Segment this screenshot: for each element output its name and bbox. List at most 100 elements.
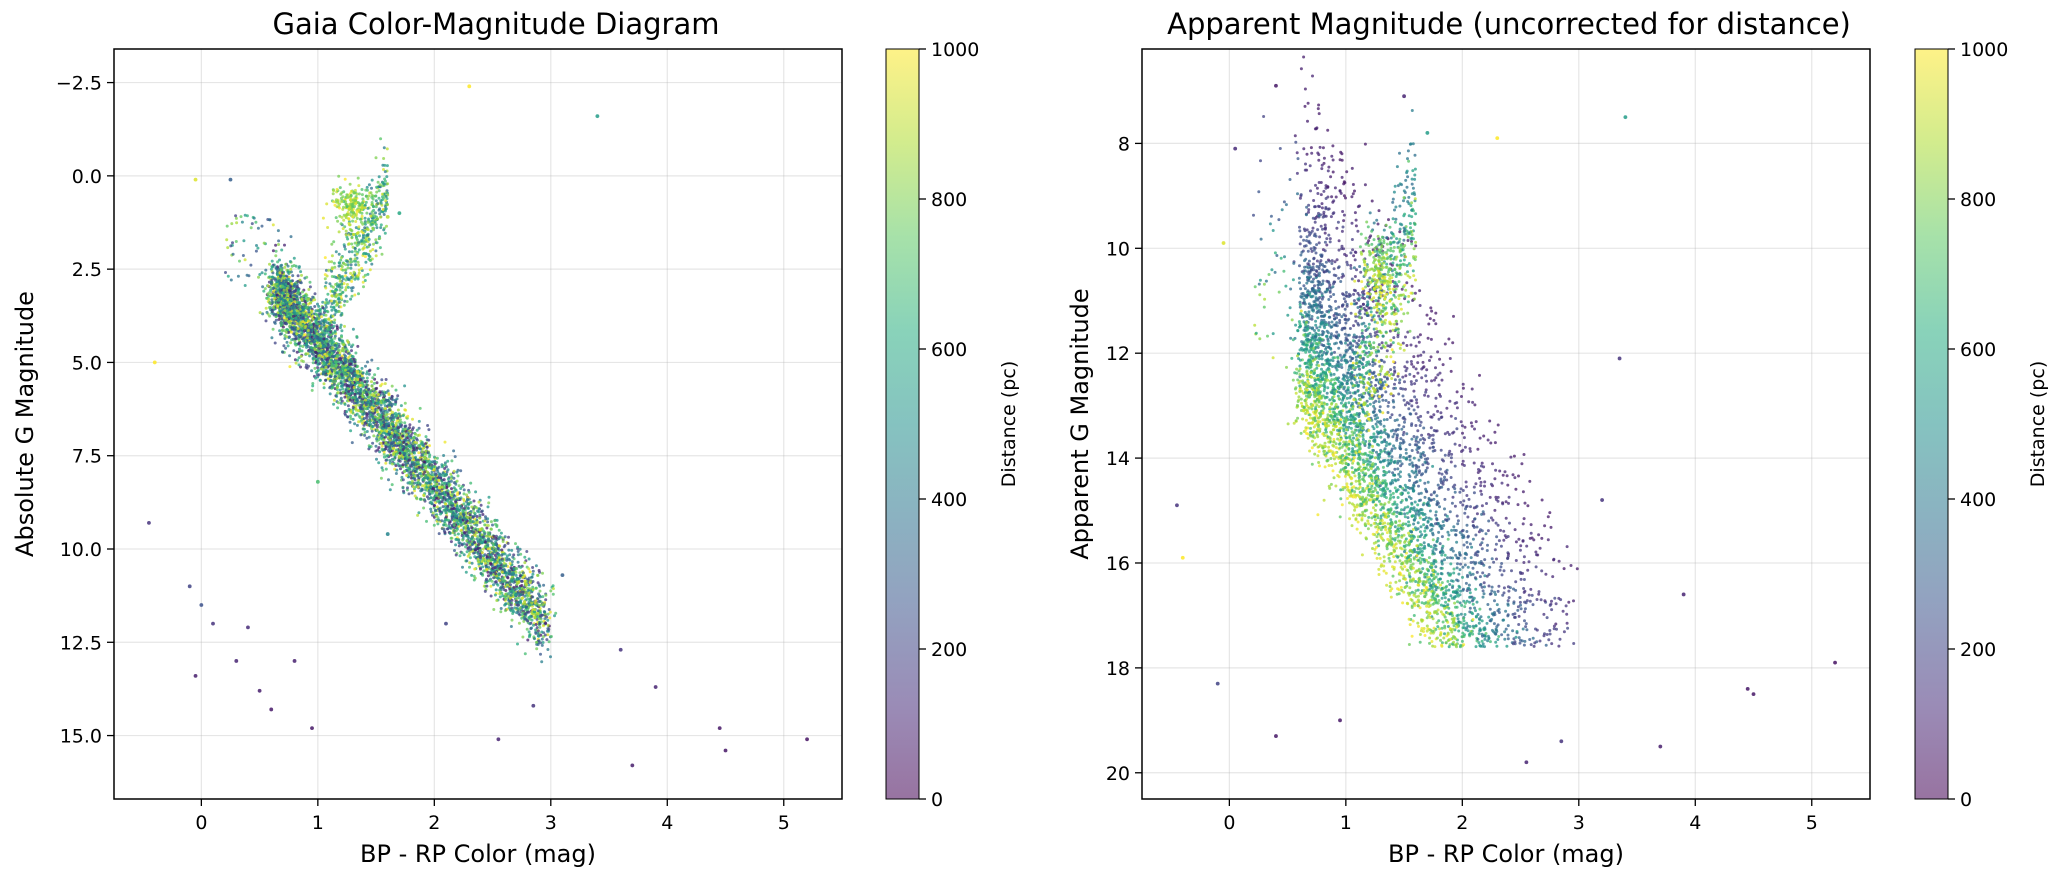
star-point <box>534 623 538 626</box>
star-point <box>414 432 417 436</box>
star-point <box>408 423 412 427</box>
star-point <box>339 360 343 364</box>
star-point <box>511 555 515 559</box>
star-point <box>504 589 508 592</box>
star-point <box>465 539 469 543</box>
star-point <box>462 488 466 492</box>
star-point <box>510 587 514 591</box>
star-point <box>449 479 453 483</box>
star-point <box>297 291 301 295</box>
star-point <box>322 337 326 341</box>
star-point <box>538 584 542 588</box>
star-point <box>443 463 447 467</box>
star-point <box>274 243 278 247</box>
star-point <box>390 483 394 487</box>
star-point <box>336 406 340 410</box>
star-point <box>350 389 354 392</box>
star-point <box>348 420 352 424</box>
star-point <box>344 379 348 383</box>
star-point <box>343 402 347 406</box>
star-point <box>507 548 511 552</box>
star-point <box>403 460 407 464</box>
star-point <box>476 543 480 547</box>
star-point <box>350 441 354 445</box>
star-point <box>321 300 325 304</box>
star-point <box>449 510 453 514</box>
star-point <box>442 523 446 527</box>
star-point <box>444 507 448 511</box>
star-point <box>355 381 359 385</box>
star-point <box>354 404 358 408</box>
star-point <box>518 574 522 578</box>
star-point <box>549 635 553 638</box>
star-point <box>281 350 285 354</box>
star-point <box>489 561 492 565</box>
star-point <box>267 297 271 301</box>
star-point <box>418 406 422 410</box>
star-point <box>294 343 298 347</box>
star-point <box>533 608 537 612</box>
star-point <box>270 336 274 340</box>
star-point <box>283 243 286 247</box>
star-point <box>332 324 336 328</box>
star-point <box>337 357 341 361</box>
star-point <box>505 583 509 587</box>
star-point <box>487 559 491 563</box>
star-point <box>371 387 375 391</box>
star-point <box>432 523 436 527</box>
star-point <box>473 555 477 559</box>
star-point <box>403 451 407 455</box>
star-point <box>429 507 433 511</box>
star-point <box>468 565 471 569</box>
star-point <box>421 453 425 457</box>
star-point <box>547 640 551 644</box>
star-point <box>397 454 401 458</box>
star-point <box>506 541 510 545</box>
star-point <box>406 414 410 418</box>
star-point <box>375 381 379 385</box>
star-point <box>500 548 504 552</box>
star-point <box>398 414 402 418</box>
star-point <box>286 293 290 297</box>
star-point <box>486 574 490 578</box>
star-point <box>549 655 552 659</box>
star-point <box>538 599 542 603</box>
star-point <box>411 455 415 459</box>
star-point <box>393 402 397 406</box>
star-point <box>489 539 493 543</box>
star-point <box>398 422 402 426</box>
star-point <box>371 409 375 413</box>
star-point <box>390 442 393 446</box>
star-point <box>271 249 275 253</box>
star-point <box>363 433 367 437</box>
star-point <box>453 455 457 459</box>
star-point <box>471 515 475 519</box>
grid-lines <box>114 49 842 799</box>
star-point <box>295 284 299 288</box>
star-point <box>273 341 277 345</box>
star-point <box>440 463 444 467</box>
star-point <box>528 622 532 626</box>
star-point <box>273 320 276 324</box>
star-point <box>471 542 474 546</box>
star-point <box>382 455 386 459</box>
star-point <box>462 513 466 517</box>
star-point <box>285 322 288 326</box>
star-point <box>340 399 344 403</box>
star-point <box>296 274 300 278</box>
star-point <box>408 463 412 467</box>
star-point <box>526 597 530 601</box>
star-point <box>495 599 499 602</box>
star-point <box>288 289 292 293</box>
star-point <box>420 450 424 454</box>
star-point <box>346 415 350 419</box>
star-point <box>379 400 383 404</box>
star-point <box>515 601 518 605</box>
star-point <box>416 513 420 517</box>
star-point <box>330 338 334 342</box>
star-point <box>443 496 447 500</box>
star-point <box>434 483 438 487</box>
star-point <box>540 643 544 647</box>
star-point <box>540 630 544 634</box>
star-point <box>452 476 456 480</box>
